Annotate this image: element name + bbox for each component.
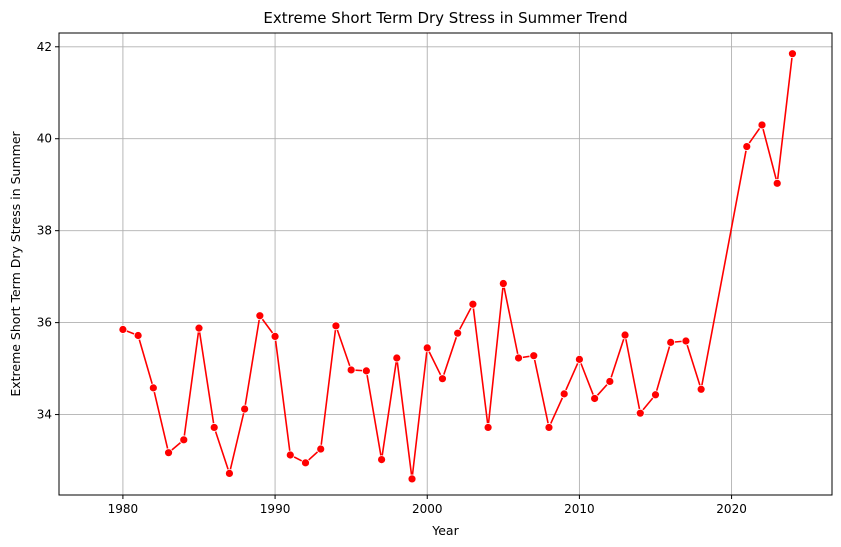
plot-frame — [58, 32, 833, 496]
data-point — [468, 299, 478, 309]
data-point — [438, 374, 447, 384]
data-point — [285, 450, 295, 460]
data-point — [514, 353, 523, 363]
data-point — [422, 343, 432, 353]
data-point — [757, 120, 767, 130]
data-point — [209, 423, 219, 432]
data-point — [301, 458, 310, 468]
data-point — [453, 328, 463, 338]
data-point — [164, 448, 173, 458]
data-point — [696, 384, 706, 394]
data-point — [575, 354, 584, 364]
data-point — [392, 353, 402, 363]
data-point — [529, 351, 539, 361]
series-line — [122, 53, 794, 480]
data-point — [270, 332, 280, 341]
data-point — [681, 336, 691, 346]
data-point — [346, 365, 356, 375]
y-tick-label: 42 — [37, 40, 52, 54]
data-point — [255, 311, 265, 321]
y-tick-label: 40 — [37, 132, 52, 146]
data-point — [605, 377, 615, 386]
data-point — [240, 404, 250, 414]
y-tick-label: 36 — [37, 316, 52, 330]
x-tick-label: 2010 — [564, 502, 595, 516]
data-point — [194, 323, 204, 333]
x-tick-label: 1990 — [260, 502, 291, 516]
x-axis-ticks: 1980 1990 2000 2010 2020 — [108, 495, 747, 516]
data-point — [544, 423, 554, 432]
grid — [59, 33, 832, 495]
x-tick-label: 2000 — [412, 502, 443, 516]
data-point — [483, 423, 493, 432]
data-point — [331, 321, 341, 331]
data-point — [559, 389, 569, 399]
data-point — [148, 383, 158, 393]
data-point — [498, 279, 508, 288]
data-point — [407, 474, 417, 484]
y-tick-label: 38 — [37, 224, 52, 238]
data-series — [118, 49, 797, 484]
data-point — [590, 394, 600, 403]
data-point — [666, 337, 676, 347]
data-point — [133, 331, 143, 340]
y-axis-label: Extreme Short Term Dry Stress in Summer — [8, 130, 23, 396]
data-point — [772, 178, 782, 188]
chart-title: Extreme Short Term Dry Stress in Summer … — [263, 9, 627, 27]
data-point — [118, 325, 128, 334]
x-tick-label: 1980 — [108, 502, 139, 516]
data-point — [316, 444, 326, 454]
data-point — [742, 142, 752, 151]
data-point — [651, 390, 660, 400]
data-point — [361, 366, 371, 376]
data-point — [620, 330, 630, 340]
data-point — [225, 468, 234, 478]
data-point — [377, 455, 386, 465]
y-axis-ticks: 34 36 38 40 42 — [37, 40, 59, 422]
data-point — [635, 408, 645, 418]
data-point — [788, 49, 797, 59]
data-point — [179, 435, 189, 445]
x-axis-label: Year — [431, 523, 459, 538]
y-tick-label: 34 — [37, 408, 52, 422]
x-tick-label: 2020 — [716, 502, 747, 516]
